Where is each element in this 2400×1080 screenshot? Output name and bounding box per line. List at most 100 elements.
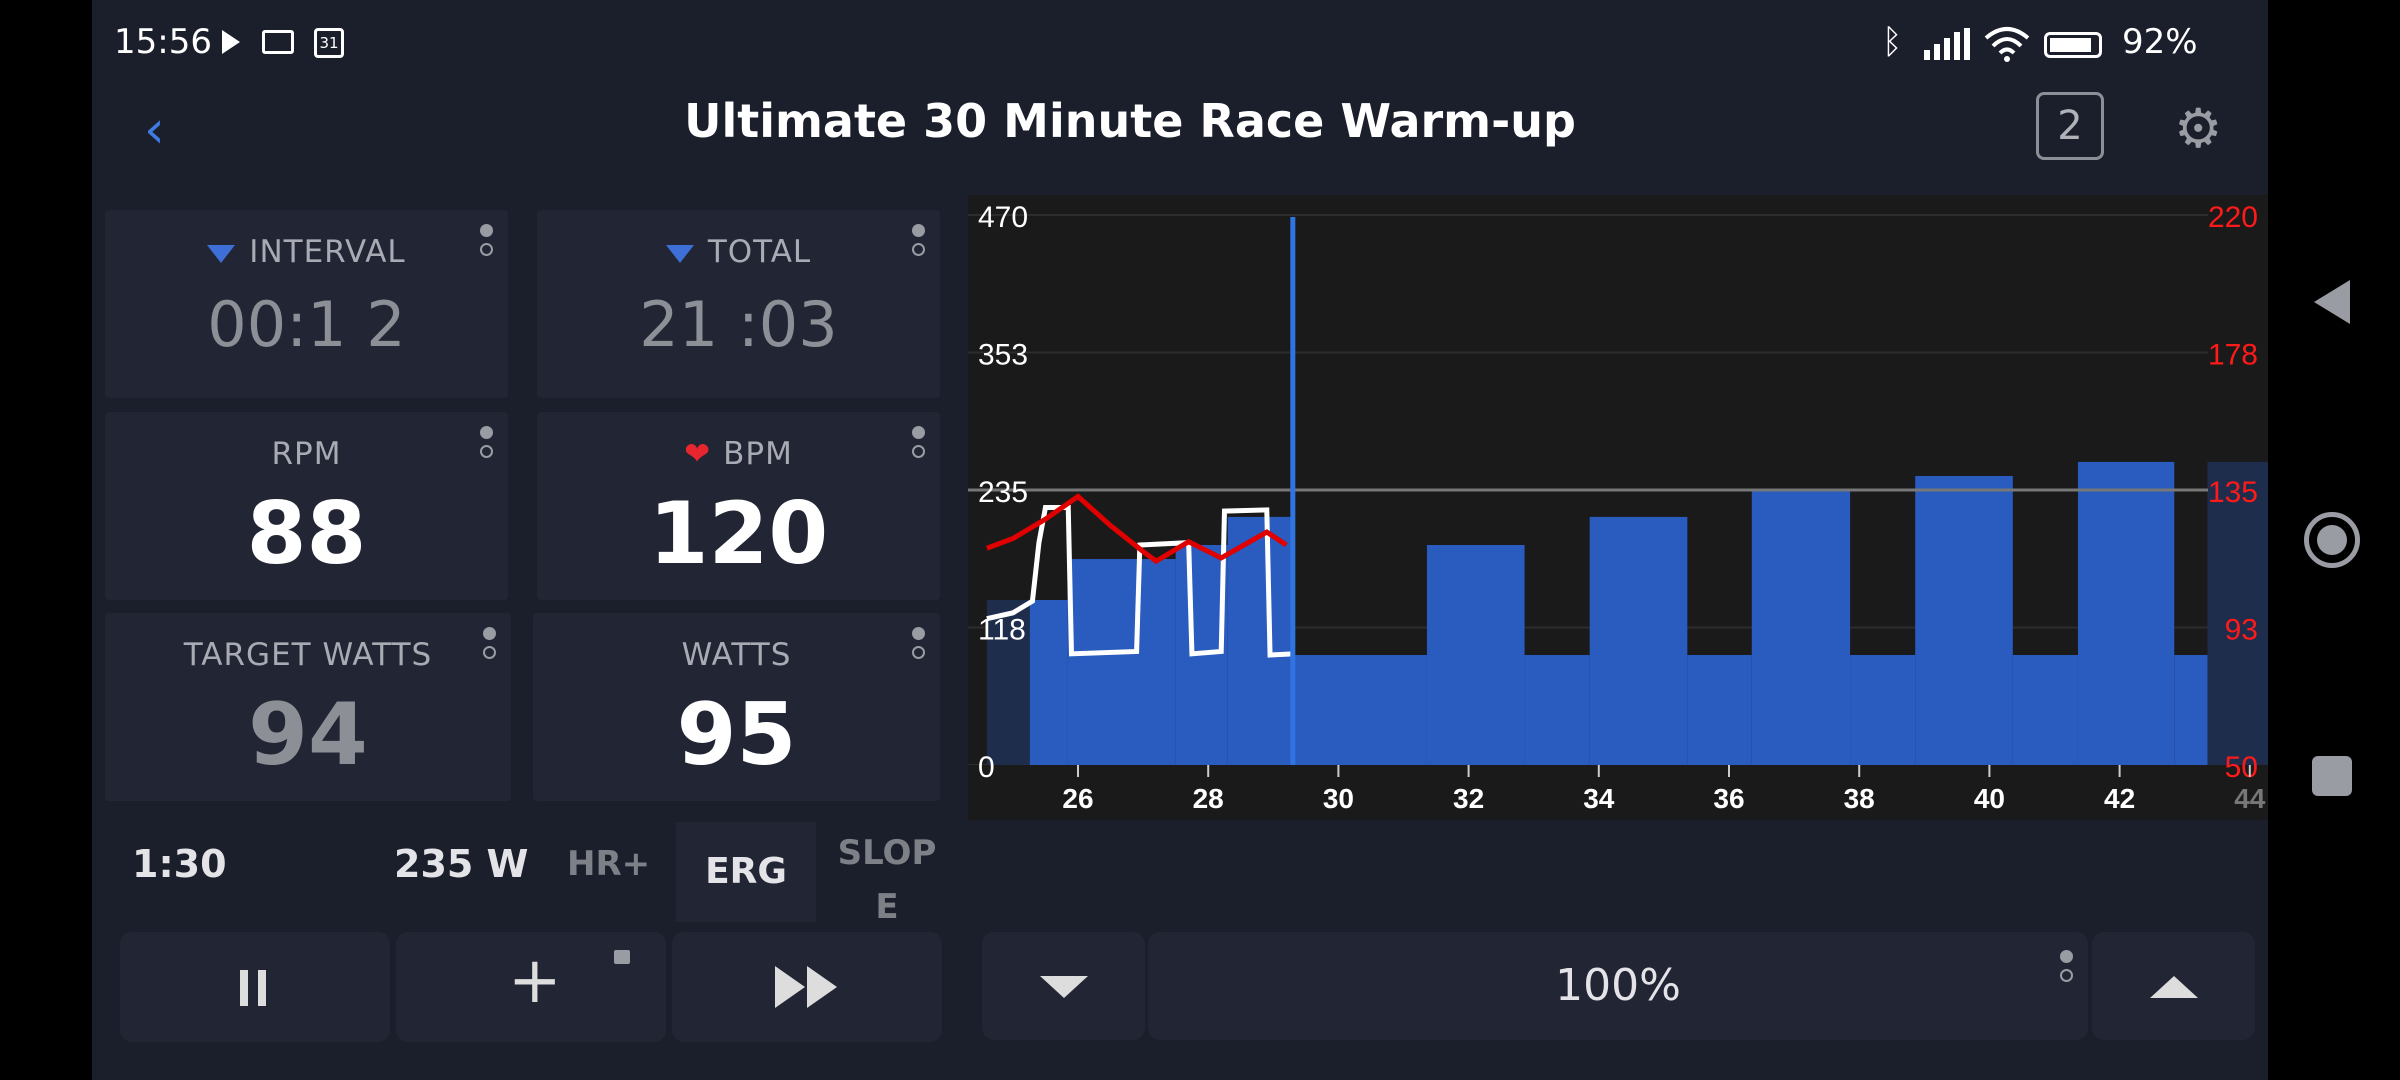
x-tick-label: 36	[1713, 783, 1744, 814]
tile-label: RPM	[271, 436, 342, 472]
back-button[interactable]: ‹	[144, 100, 165, 160]
x-axis-strip	[968, 765, 2268, 820]
wifi-icon	[1984, 26, 2030, 66]
triangle-down-icon	[665, 244, 694, 263]
mode-slope-label-2: E	[875, 887, 899, 927]
nav-recents-icon[interactable]	[2312, 756, 2352, 796]
target-power-bar	[1029, 600, 1068, 765]
x-tick-label: 44	[2234, 783, 2266, 814]
target-power-bar	[2077, 461, 2175, 765]
tile-rpm[interactable]: RPM 88	[105, 412, 508, 600]
page-title: Ultimate 30 Minute Race Warm-up	[684, 94, 1576, 148]
tile-value: 120	[648, 484, 829, 584]
power-line	[986, 505, 1293, 658]
intensity-up-button[interactable]	[2092, 932, 2255, 1040]
target-power-bar	[1524, 655, 1590, 765]
target-power-bar	[1589, 516, 1688, 765]
tile-value: 95	[676, 685, 797, 785]
pause-icon-bar	[258, 970, 266, 1006]
tile-interval[interactable]: INTERVAL 00:1 2	[105, 210, 508, 398]
options-dots-icon[interactable]	[912, 627, 926, 665]
target-power-bar	[1850, 655, 1916, 765]
target-power-bar	[986, 600, 1030, 765]
y-right-tick-label: 50	[2225, 751, 2258, 784]
tile-value: 88	[246, 484, 367, 584]
target-power-bar	[1067, 559, 1176, 765]
x-tick-label: 34	[1583, 783, 1615, 814]
nav-home-icon[interactable]	[2304, 512, 2360, 568]
x-tick-label: 38	[1844, 783, 1875, 814]
x-tick-label: 40	[1974, 783, 2005, 814]
y-right-tick-label: 135	[2208, 476, 2258, 509]
tile-bpm[interactable]: ❤ BPM 120	[537, 412, 940, 600]
mode-erg-label: ERG	[705, 851, 787, 892]
mode-slope-button[interactable]: SLOP E	[832, 826, 942, 934]
mode-hr-plus-button[interactable]: HR+	[567, 844, 651, 884]
battery-percent: 92%	[2122, 22, 2198, 62]
outlook-icon	[262, 30, 294, 54]
y-tick-label: 118	[978, 614, 1026, 647]
target-power-bar	[2207, 461, 2268, 765]
options-dots-icon[interactable]	[480, 426, 494, 464]
target-power-bar	[1751, 490, 1851, 765]
options-dots-icon[interactable]	[912, 426, 926, 464]
x-tick-label: 32	[1453, 783, 1484, 814]
target-power-bar	[1687, 655, 1752, 765]
intensity-display[interactable]: 100%	[1148, 932, 2088, 1040]
tile-label: INTERVAL	[249, 234, 406, 270]
y-right-tick-label: 93	[2225, 614, 2258, 647]
heart-icon: ❤	[684, 436, 712, 472]
intensity-down-button[interactable]	[982, 932, 1145, 1040]
plus-icon: +	[508, 944, 562, 1018]
y-tick-label: 235	[978, 476, 1028, 509]
laps-badge-button[interactable]: 2	[2036, 92, 2104, 160]
pause-button[interactable]	[120, 932, 390, 1042]
tile-label: BPM	[723, 436, 793, 472]
bluetooth-icon: ᛒ	[1882, 22, 1903, 62]
tile-total[interactable]: TOTAL 21 :03	[537, 210, 940, 398]
skip-forward-button[interactable]	[672, 932, 942, 1042]
system-nav-bar	[2268, 0, 2400, 1080]
settings-gear-icon[interactable]: ⚙	[2174, 97, 2223, 160]
pause-icon	[240, 970, 248, 1006]
tile-value: 21 :03	[639, 288, 838, 361]
battery-icon	[2044, 32, 2102, 58]
mode-slope-label-1: SLOP	[837, 833, 937, 873]
lock-icon	[614, 950, 630, 964]
calendar-31-icon: 31	[314, 28, 344, 58]
y-right-tick-label: 220	[2208, 201, 2258, 234]
tile-value: 94	[248, 685, 368, 785]
workout-chart[interactable]: 0 118 235 353 470 50 93 135 178 220 26 28 30 32 34 36 38…	[968, 195, 2268, 820]
app: 15:56 31 ᛒ 92% ‹ Ultimate 30 Minute Race…	[92, 0, 2268, 1080]
heart-rate-line	[985, 493, 1288, 565]
add-interval-button[interactable]: +	[396, 932, 666, 1042]
nav-back-icon[interactable]	[2314, 280, 2350, 324]
options-dots-icon[interactable]	[480, 224, 494, 262]
options-dots-icon[interactable]	[2060, 950, 2074, 988]
x-tick-label: 26	[1062, 783, 1093, 814]
next-interval-duration: 1:30	[132, 842, 227, 886]
y-tick-label: 353	[978, 339, 1028, 372]
fast-forward-icon	[775, 966, 837, 1008]
options-dots-icon[interactable]	[912, 224, 926, 262]
tile-label: TARGET WATTS	[183, 637, 433, 673]
y-tick-label: 0	[978, 751, 995, 784]
options-dots-icon[interactable]	[483, 627, 497, 665]
play-icon	[222, 30, 240, 54]
x-tick-label: 30	[1323, 783, 1354, 814]
next-interval-power: 235 W	[394, 842, 529, 886]
target-power-bar	[2012, 655, 2078, 765]
intensity-value: 100%	[1555, 960, 1681, 1011]
signal-icon	[1924, 28, 1972, 60]
target-power-bar	[1915, 475, 2013, 765]
tile-watts[interactable]: WATTS 95	[533, 613, 940, 801]
tile-target-watts[interactable]: TARGET WATTS 94	[105, 613, 511, 801]
tile-label: WATTS	[681, 637, 792, 673]
triangle-up-icon	[2150, 976, 2198, 998]
triangle-down-icon	[1040, 976, 1088, 998]
mode-erg-button[interactable]: ERG	[676, 822, 816, 922]
x-tick-label: 28	[1193, 783, 1224, 814]
x-tick-label: 42	[2104, 783, 2135, 814]
target-power-bar	[2174, 655, 2208, 765]
status-time: 15:56	[114, 22, 212, 62]
